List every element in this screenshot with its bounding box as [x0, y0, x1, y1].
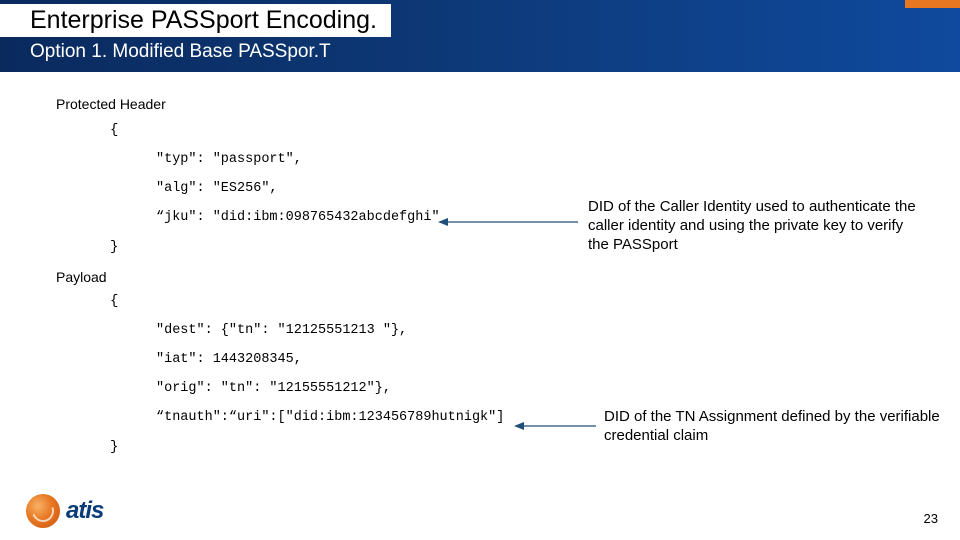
payload-label: Payload	[56, 269, 940, 285]
logo-icon	[26, 494, 60, 528]
slide-subtitle: Option 1. Modified Base PASSpor.T	[30, 41, 960, 63]
code-alg: "alg": "ES256",	[156, 181, 940, 196]
logo: atis	[26, 494, 103, 528]
arrow-jku	[438, 216, 578, 228]
slide-title: Enterprise PASSport Encoding.	[0, 4, 391, 37]
slide-body: Protected Header { "typ": "passport", "a…	[56, 96, 940, 455]
brace-open: {	[110, 122, 940, 138]
code-iat: "iat": 1443208345,	[156, 352, 940, 367]
arrow-tnauth	[514, 420, 596, 432]
slide-header: Enterprise PASSport Encoding. Option 1. …	[0, 0, 960, 72]
brace-open-2: {	[110, 293, 940, 309]
protected-header-label: Protected Header	[56, 96, 940, 112]
annotation-tnauth: DID of the TN Assignment defined by the …	[604, 408, 944, 446]
page-number: 23	[924, 511, 938, 526]
annotation-jku: DID of the Caller Identity used to authe…	[588, 198, 928, 254]
code-orig: "orig": "tn": "12155551212"},	[156, 381, 940, 396]
logo-text: atis	[66, 497, 103, 525]
code-typ: "typ": "passport",	[156, 152, 940, 167]
code-dest: "dest": {"tn": "12125551213 "},	[156, 323, 940, 338]
